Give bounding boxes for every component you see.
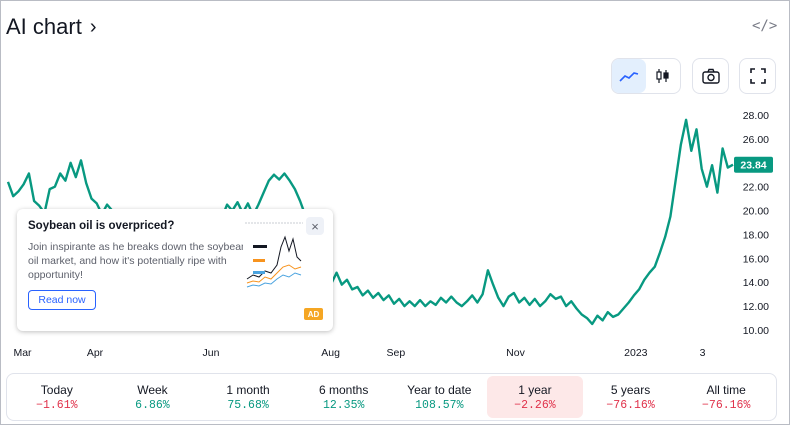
period-change-value: −1.61% xyxy=(36,398,78,412)
x-tick-label: Sep xyxy=(387,347,406,359)
ad-body: Join inspirante as he breaks down the so… xyxy=(28,241,247,281)
x-tick-label: 3 xyxy=(700,347,706,359)
y-tick-label: 14.00 xyxy=(743,277,769,289)
chart-title-text: AI chart xyxy=(6,14,82,39)
period-label: 5 years xyxy=(610,382,651,397)
y-tick-label: 26.00 xyxy=(743,134,769,146)
read-now-button[interactable]: Read now xyxy=(28,290,96,310)
chart-type-toggle xyxy=(611,58,681,94)
x-tick-label: Jun xyxy=(203,347,220,359)
y-tick-label: 12.00 xyxy=(743,301,769,313)
period-all-time[interactable]: All time −76.16% xyxy=(678,376,774,418)
period-today[interactable]: Today −1.61% xyxy=(9,376,105,418)
period-week[interactable]: Week 6.86% xyxy=(105,376,201,418)
x-tick-label: Mar xyxy=(13,347,32,359)
period-label: 1 year xyxy=(518,382,552,397)
period-change-value: 108.57% xyxy=(415,398,464,412)
fullscreen-button[interactable] xyxy=(739,58,776,94)
period-label: Week xyxy=(137,382,168,397)
line-chart-button[interactable] xyxy=(612,59,646,93)
y-tick-label: 22.00 xyxy=(743,182,769,194)
period-label: 6 months xyxy=(319,382,369,397)
x-tick-label: Apr xyxy=(87,347,104,359)
last-value-badge xyxy=(734,156,773,173)
period-change-value: 6.86% xyxy=(135,398,170,412)
period-1-month[interactable]: 1 month 75.68% xyxy=(200,376,296,418)
close-icon[interactable]: × xyxy=(306,217,324,235)
ad-title: Soybean oil is overpriced? xyxy=(28,220,175,232)
chart-title[interactable]: AI chart › xyxy=(6,14,96,40)
candles-button[interactable] xyxy=(646,59,680,93)
period-label: Year to date xyxy=(407,382,472,397)
y-tick-label: 20.00 xyxy=(743,206,769,218)
screenshot-button[interactable] xyxy=(692,58,729,94)
x-tick-label: 2023 xyxy=(624,347,648,359)
y-tick-label: 18.00 xyxy=(743,229,769,241)
chevron-right-icon: › xyxy=(89,16,97,38)
y-tick-label: 28.00 xyxy=(743,110,769,122)
last-value-label: 23.84 xyxy=(740,160,766,172)
period-1-year[interactable]: 1 year −2.26% xyxy=(487,376,583,418)
ad-badge: AD xyxy=(304,308,323,320)
ad-thumbnail-image xyxy=(243,217,307,295)
candles-icon xyxy=(656,69,669,83)
embed-code-icon[interactable]: </> xyxy=(752,18,778,34)
period-label: 1 month xyxy=(226,382,270,397)
period-label: All time xyxy=(706,382,746,397)
period-6-months[interactable]: 6 months 12.35% xyxy=(296,376,392,418)
x-tick-label: Aug xyxy=(321,347,340,359)
ad-popup[interactable]: Soybean oil is overpriced? Join inspiran… xyxy=(17,209,333,331)
period-label: Today xyxy=(40,382,73,397)
period-change-value: −76.16% xyxy=(606,398,655,412)
period-5-years[interactable]: 5 years −76.16% xyxy=(583,376,679,418)
y-tick-label: 16.00 xyxy=(743,253,769,265)
x-tick-label: Nov xyxy=(506,347,525,359)
period-change-value: 12.35% xyxy=(322,398,365,412)
period-year-to-date[interactable]: Year to date 108.57% xyxy=(392,376,488,418)
period-change-value: 75.68% xyxy=(227,398,269,412)
line-chart-icon xyxy=(619,72,639,82)
y-tick-label: 10.00 xyxy=(743,325,769,337)
period-change-value: −2.26% xyxy=(514,398,556,412)
camera-icon xyxy=(701,68,720,84)
period-performance-bar: Today −1.61% Week 6.86% 1 month 75.68% 6 month… xyxy=(6,373,777,421)
fullscreen-icon xyxy=(749,68,766,84)
period-change-value: −76.16% xyxy=(702,398,751,412)
